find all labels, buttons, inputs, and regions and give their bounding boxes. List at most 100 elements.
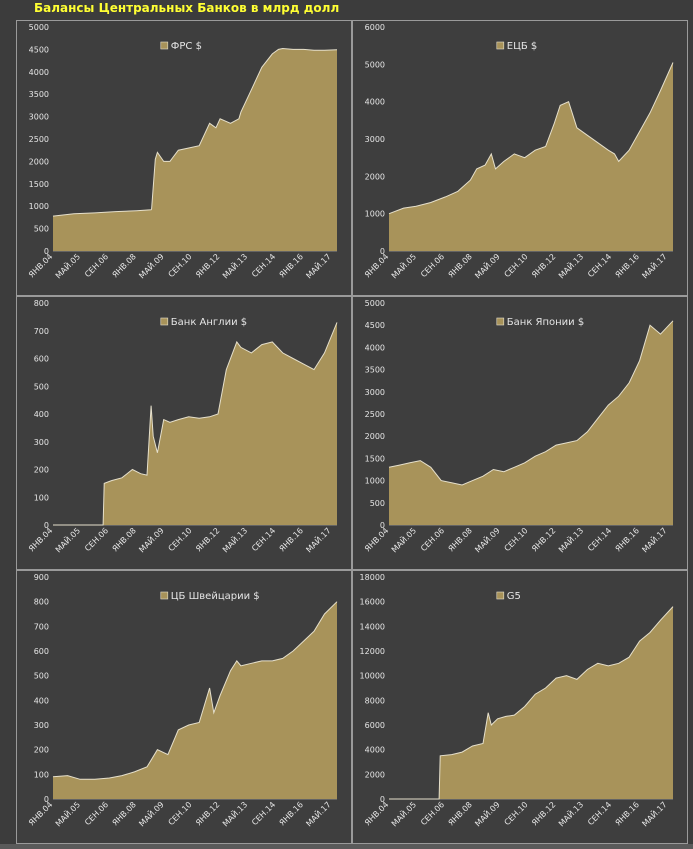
x-tick-label: СЕН.06 xyxy=(83,526,110,553)
y-tick-label: 10000 xyxy=(360,672,385,681)
x-tick-label: МАЙ.13 xyxy=(555,251,585,281)
x-tick-label: ЯНВ.04 xyxy=(363,252,390,279)
y-tick-label: 100 xyxy=(34,493,49,502)
x-tick-label: СЕН.06 xyxy=(83,252,110,279)
x-tick-label: СЕН.14 xyxy=(250,800,277,827)
series-area xyxy=(53,601,337,799)
bottom-strip xyxy=(0,844,693,849)
series-line xyxy=(52,601,338,780)
x-tick-label: МАЙ.05 xyxy=(388,799,418,829)
x-tick-label: СЕН.06 xyxy=(419,526,446,553)
x-tick-label: МАЙ.05 xyxy=(52,251,82,281)
y-tick-label: 4000 xyxy=(365,746,385,755)
chart-svg: 0 2000 4000 6000 8000 10000 12000 14000 16000 180… xyxy=(360,573,674,829)
series-area xyxy=(389,320,673,525)
series-area xyxy=(389,606,673,799)
x-tick-label: ЯНВ.12 xyxy=(530,252,557,279)
y-tick-label: 800 xyxy=(34,598,49,607)
y-tick-label: 3000 xyxy=(29,113,49,122)
x-tick-label: СЕН.10 xyxy=(503,252,530,279)
y-tick-label: 4000 xyxy=(365,343,385,352)
y-tick-label: 0 xyxy=(380,247,385,256)
y-tick-label: 5000 xyxy=(29,23,49,32)
y-tick-label: 2000 xyxy=(365,770,385,779)
y-tick-label: 100 xyxy=(34,770,49,779)
x-tick-label: МАЙ.13 xyxy=(219,799,249,829)
y-tick-label: 2000 xyxy=(365,172,385,181)
y-tick-label: 1000 xyxy=(365,477,385,486)
y-tick-label: 14000 xyxy=(360,622,385,631)
x-tick-label: ЯНВ.16 xyxy=(614,800,641,827)
legend-swatch xyxy=(496,317,505,326)
y-tick-label: 2000 xyxy=(29,157,49,166)
x-tick-label: СЕН.06 xyxy=(83,800,110,827)
chart-panel-ecb: 0 1000 2000 3000 4000 5000 6000 ЯНВ.04 МАЙ.05 СЕН… xyxy=(352,20,688,296)
y-tick-label: 4500 xyxy=(365,321,385,330)
chart-panel-g5: 0 2000 4000 6000 8000 10000 12000 14000 16000 180… xyxy=(352,570,688,844)
y-tick-label: 500 xyxy=(34,225,49,234)
page-title: Балансы Центральных Банков в млрд долл xyxy=(34,1,340,15)
y-tick-label: 3500 xyxy=(29,90,49,99)
chart-svg: 0 500 1000 1500 2000 2500 3000 3500 4000 4500 5000… xyxy=(27,23,338,281)
x-tick-label: МАЙ.13 xyxy=(555,799,585,829)
x-tick-label: МАЙ.17 xyxy=(639,799,669,829)
series-line xyxy=(389,606,674,800)
series-line xyxy=(53,322,338,526)
y-tick-label: 12000 xyxy=(360,647,385,656)
x-tick-label: ЯНВ.12 xyxy=(530,526,557,553)
y-tick-label: 1000 xyxy=(29,202,49,211)
x-tick-label: ЯНВ.04 xyxy=(363,526,390,553)
y-tick-label: 0 xyxy=(44,795,49,804)
x-tick-label: МАЙ.05 xyxy=(52,799,82,829)
x-tick-label: ЯНВ.12 xyxy=(530,800,557,827)
y-tick-label: 900 xyxy=(34,573,49,582)
x-tick-label: ЯНВ.16 xyxy=(278,800,305,827)
y-tick-label: 300 xyxy=(34,721,49,730)
y-tick-label: 300 xyxy=(34,438,49,447)
x-tick-label: МАЙ.17 xyxy=(639,525,669,555)
y-tick-label: 500 xyxy=(34,672,49,681)
chart-svg: 0 500 1000 1500 2000 2500 3000 3500 4000 4500 5000… xyxy=(363,299,674,555)
y-tick-label: 8000 xyxy=(365,696,385,705)
x-tick-label: МАЙ.13 xyxy=(219,525,249,555)
chart-panel-fed: 0 500 1000 1500 2000 2500 3000 3500 4000 4500 5000… xyxy=(16,20,352,296)
y-tick-label: 4500 xyxy=(29,45,49,54)
chart-panel-boe: 0 100 200 300 400 500 600 700 800 ЯНВ.04 МАЙ.05 СЕН… xyxy=(16,296,352,570)
x-tick-label: СЕН.06 xyxy=(419,800,446,827)
x-tick-label: ЯНВ.08 xyxy=(111,800,138,827)
y-tick-label: 1500 xyxy=(29,180,49,189)
x-tick-label: МАЙ.05 xyxy=(388,525,418,555)
x-tick-label: МАЙ.13 xyxy=(555,525,585,555)
y-tick-label: 600 xyxy=(34,355,49,364)
legend-label: ЕЦБ $ xyxy=(507,41,537,52)
y-tick-label: 4000 xyxy=(365,98,385,107)
x-tick-label: МАЙ.17 xyxy=(303,525,333,555)
legend-label: G5 xyxy=(507,591,521,602)
x-tick-label: ЯНВ.08 xyxy=(447,252,474,279)
y-tick-label: 500 xyxy=(34,382,49,391)
series-line xyxy=(52,47,338,217)
y-tick-label: 700 xyxy=(34,622,49,631)
series-line xyxy=(388,320,674,486)
y-tick-label: 200 xyxy=(34,466,49,475)
y-tick-label: 800 xyxy=(34,299,49,308)
x-tick-label: СЕН.14 xyxy=(250,526,277,553)
x-tick-label: МАЙ.09 xyxy=(472,525,502,555)
series-area xyxy=(53,48,337,251)
x-tick-label: ЯНВ.08 xyxy=(111,252,138,279)
y-tick-label: 3500 xyxy=(365,366,385,375)
x-tick-label: ЯНВ.08 xyxy=(447,526,474,553)
x-tick-label: ЯНВ.16 xyxy=(278,252,305,279)
y-tick-label: 600 xyxy=(34,647,49,656)
x-tick-label: МАЙ.09 xyxy=(472,251,502,281)
x-tick-label: СЕН.10 xyxy=(167,800,194,827)
x-tick-label: МАЙ.09 xyxy=(136,799,166,829)
x-tick-label: СЕН.06 xyxy=(419,252,446,279)
chart-panel-boj: 0 500 1000 1500 2000 2500 3000 3500 4000 4500 5000… xyxy=(352,296,688,570)
x-tick-label: МАЙ.09 xyxy=(136,525,166,555)
x-tick-label: МАЙ.17 xyxy=(303,799,333,829)
x-tick-label: ЯНВ.08 xyxy=(447,800,474,827)
x-tick-label: ЯНВ.04 xyxy=(27,800,54,827)
x-tick-label: СЕН.14 xyxy=(586,526,613,553)
x-tick-label: СЕН.10 xyxy=(503,800,530,827)
